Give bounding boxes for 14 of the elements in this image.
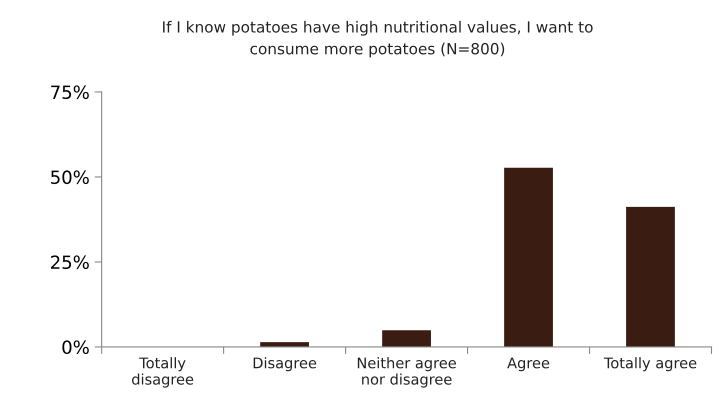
- bar: [626, 206, 675, 347]
- bar: [504, 168, 553, 347]
- chart-title: If I know potatoes have high nutritional values, I want to consume more potatoes (N=800): [163, 20, 593, 58]
- bar: [260, 342, 309, 347]
- x-tick-label: Neither agree nor disagree: [358, 357, 456, 388]
- x-tick-label: Totally disagree: [132, 357, 194, 388]
- y-tick-label: 25%: [51, 255, 89, 270]
- y-tick-label: 75%: [51, 85, 89, 100]
- x-tick-label: Disagree: [254, 357, 316, 372]
- x-tick-label: Agree: [507, 358, 550, 372]
- y-tick-label: 50%: [51, 170, 89, 184]
- y-tick-label: 0%: [62, 340, 89, 354]
- x-tick-label: Totally agree: [604, 357, 696, 372]
- bar: [382, 330, 431, 347]
